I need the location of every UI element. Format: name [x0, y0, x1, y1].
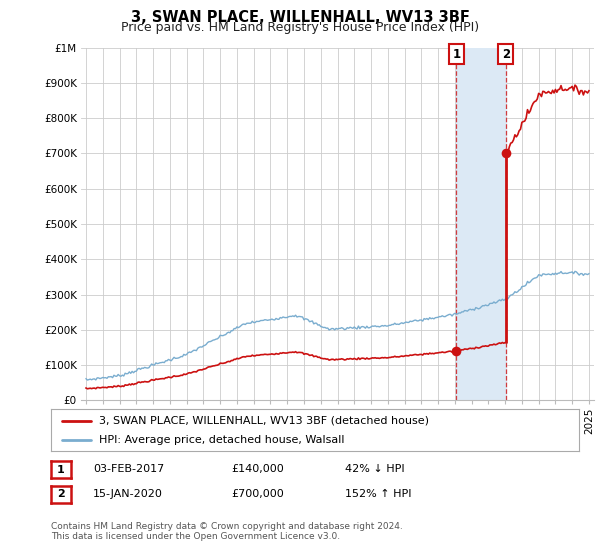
Text: Price paid vs. HM Land Registry's House Price Index (HPI): Price paid vs. HM Land Registry's House … [121, 21, 479, 34]
Text: 2: 2 [502, 48, 510, 60]
Text: 2: 2 [57, 489, 65, 500]
Bar [457, 48, 506, 400]
Text: 03-FEB-2017: 03-FEB-2017 [93, 464, 164, 474]
Text: 1: 1 [452, 48, 460, 60]
Text: Contains HM Land Registry data © Crown copyright and database right 2024.
This d: Contains HM Land Registry data © Crown c… [51, 522, 403, 542]
Text: 15-JAN-2020: 15-JAN-2020 [93, 489, 163, 499]
Text: 1: 1 [57, 465, 65, 475]
Text: 42% ↓ HPI: 42% ↓ HPI [345, 464, 404, 474]
Text: HPI: Average price, detached house, Walsall: HPI: Average price, detached house, Wals… [98, 435, 344, 445]
Text: 3, SWAN PLACE, WILLENHALL, WV13 3BF (detached house): 3, SWAN PLACE, WILLENHALL, WV13 3BF (det… [98, 416, 428, 426]
Text: 152% ↑ HPI: 152% ↑ HPI [345, 489, 412, 499]
Text: £140,000: £140,000 [231, 464, 284, 474]
Text: £700,000: £700,000 [231, 489, 284, 499]
Text: 3, SWAN PLACE, WILLENHALL, WV13 3BF: 3, SWAN PLACE, WILLENHALL, WV13 3BF [131, 10, 469, 25]
